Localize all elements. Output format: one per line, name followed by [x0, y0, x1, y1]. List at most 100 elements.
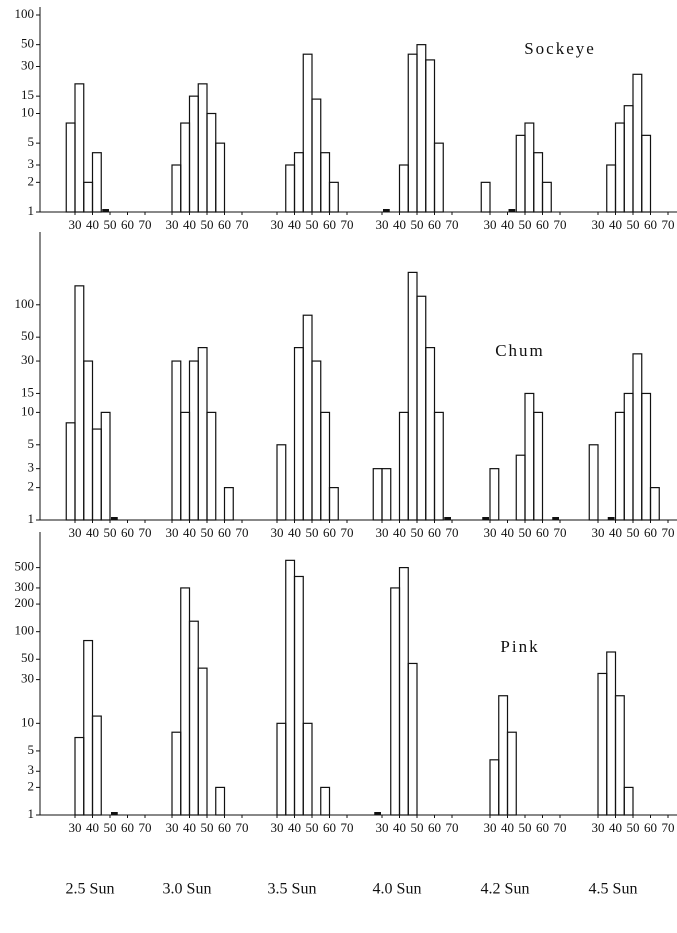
histogram-bar	[444, 517, 451, 520]
x-tick-label: 40	[183, 217, 196, 232]
x-tick-label: 30	[166, 820, 179, 835]
x-tick-label: 60	[644, 820, 657, 835]
x-tick-label: 50	[201, 525, 214, 540]
panel-label: 3.0 Sun	[163, 881, 212, 898]
histogram-bar	[171, 360, 182, 521]
histogram-bar	[390, 587, 401, 816]
y-tick-label: 100	[15, 623, 35, 638]
x-tick-label: 70	[236, 820, 249, 835]
histogram-bar	[111, 812, 118, 815]
x-tick-label: 70	[341, 820, 354, 835]
histogram-bar	[398, 164, 409, 213]
panel-label: 2.5 Sun	[66, 881, 115, 898]
y-tick-label: 300	[15, 579, 35, 594]
y-tick-label: 50	[21, 650, 34, 665]
histogram-bar	[320, 411, 331, 521]
x-tick-label: 40	[609, 820, 622, 835]
x-tick-label: 70	[139, 525, 152, 540]
x-tick-label: 50	[627, 217, 640, 232]
histogram-bar	[398, 566, 409, 816]
histogram-bar	[425, 59, 436, 213]
histogram-bar	[381, 468, 392, 521]
histogram-bar	[285, 559, 296, 816]
x-tick-label: 60	[121, 217, 134, 232]
x-tick-label: 40	[393, 820, 406, 835]
histogram-bar	[83, 360, 94, 521]
chart-title: Chum	[495, 341, 545, 360]
histogram-bar	[416, 44, 427, 213]
histogram-bar	[607, 517, 615, 520]
histogram-bar	[293, 575, 304, 816]
x-tick-label: 60	[218, 525, 231, 540]
histogram-bar	[597, 672, 608, 816]
histogram-bar	[83, 639, 94, 816]
y-tick-label: 30	[21, 671, 34, 686]
x-tick-label: 50	[104, 820, 117, 835]
x-tick-label: 70	[662, 525, 675, 540]
x-tick-label: 50	[627, 525, 640, 540]
histogram-bar	[641, 392, 652, 521]
histogram-bar	[285, 164, 296, 213]
y-tick-label: 3	[28, 460, 35, 475]
histogram-bar	[623, 392, 634, 521]
x-tick-label: 70	[236, 525, 249, 540]
histogram-bar	[91, 715, 102, 816]
x-tick-label: 40	[609, 217, 622, 232]
x-tick-label: 70	[139, 217, 152, 232]
histogram-bar	[83, 181, 94, 213]
panel-label: 4.0 Sun	[373, 881, 422, 898]
x-tick-label: 30	[484, 820, 497, 835]
histogram-bar	[206, 411, 217, 521]
x-tick-label: 60	[323, 820, 336, 835]
histogram-bar	[180, 587, 191, 816]
x-tick-label: 70	[446, 525, 459, 540]
x-tick-label: 50	[411, 525, 424, 540]
x-tick-label: 40	[501, 217, 514, 232]
x-tick-label: 50	[306, 525, 319, 540]
x-tick-label: 60	[428, 525, 441, 540]
y-tick-label: 10	[21, 714, 34, 729]
histogram-bar	[74, 83, 85, 213]
x-tick-label: 70	[662, 217, 675, 232]
histogram-bar	[552, 517, 559, 520]
x-tick-label: 40	[86, 525, 99, 540]
y-tick-label: 50	[21, 328, 34, 343]
x-tick-label: 50	[411, 217, 424, 232]
histogram-bar	[506, 731, 517, 816]
x-tick-label: 60	[644, 525, 657, 540]
histogram-bar	[311, 360, 322, 521]
chart-title: Sockeye	[524, 39, 596, 58]
x-tick-label: 70	[554, 820, 567, 835]
x-tick-label: 30	[376, 820, 389, 835]
panel-label: 3.5 Sun	[268, 881, 317, 898]
x-tick-label: 50	[201, 820, 214, 835]
x-tick-label: 50	[201, 217, 214, 232]
y-tick-label: 50	[21, 36, 34, 51]
histogram-bar	[489, 468, 500, 521]
x-tick-label: 70	[446, 820, 459, 835]
x-tick-label: 30	[484, 525, 497, 540]
histogram-bar	[111, 517, 118, 520]
histogram-bar	[215, 786, 226, 816]
x-tick-label: 30	[69, 217, 82, 232]
histogram-bar	[433, 411, 444, 521]
histogram-bar	[65, 422, 76, 521]
y-tick-label: 30	[21, 352, 34, 367]
y-tick-label: 5	[28, 436, 35, 451]
histogram-bar	[606, 164, 617, 213]
x-tick-label: 60	[428, 820, 441, 835]
panel-label: 4.2 Sun	[481, 881, 530, 898]
x-tick-label: 70	[341, 217, 354, 232]
histogram-bar	[482, 517, 489, 520]
x-tick-label: 40	[183, 525, 196, 540]
histogram-bar	[328, 181, 339, 213]
x-tick-label: 30	[271, 217, 284, 232]
histogram-bar	[276, 444, 287, 521]
histogram-bar	[407, 271, 418, 521]
histogram-bar	[588, 444, 599, 521]
y-tick-label: 500	[15, 559, 35, 574]
x-tick-label: 60	[121, 525, 134, 540]
y-tick-label: 15	[21, 87, 34, 102]
x-tick-label: 30	[484, 217, 497, 232]
